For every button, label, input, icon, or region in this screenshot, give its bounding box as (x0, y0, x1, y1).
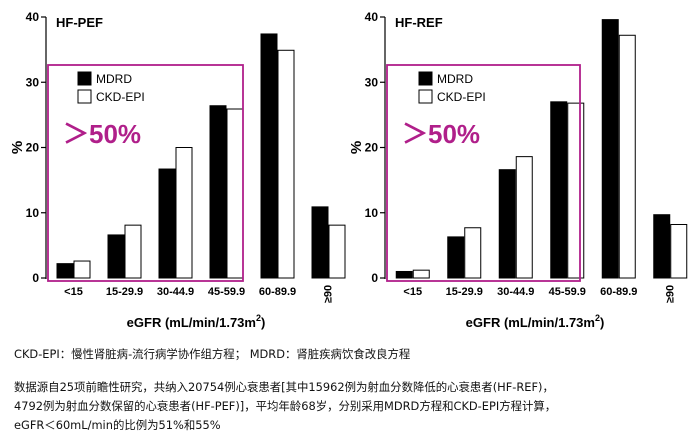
description-line-2: 4792例为射血分数保留的心衰患者(HF-PEF)]，平均年龄68岁，分别采用M… (14, 399, 557, 413)
x-tick-label: 45-59.9 (549, 286, 586, 298)
legend-swatch-ckd-epi (418, 89, 433, 104)
legend-swatch-mdrd (418, 71, 433, 86)
highlight-label: ＞50% (63, 119, 141, 149)
abbreviation-note: CKD-EPI：慢性肾脏病-流行病学协作组方程； MDRD：肾脏疾病饮食改良方程 (14, 347, 411, 361)
description-line-1: 数据源自25项前瞻性研究，共纳入20754例心衰患者[其中15962例为射血分数… (14, 380, 554, 394)
bar-ckd-epi-4 (567, 102, 585, 279)
legend-label-mdrd: MDRD (437, 72, 473, 86)
highlight-box (386, 64, 581, 282)
bar-mdrd-1 (395, 270, 413, 279)
y-tick-label: 10 (26, 206, 40, 220)
legend-swatch-ckd-epi (77, 89, 92, 104)
bar-ckd-epi-3 (175, 147, 193, 279)
y-tick-label: 30 (26, 75, 40, 89)
legend-label-ckd-epi: CKD-EPI (96, 90, 145, 104)
x-tick-label: 30-44.9 (157, 286, 194, 298)
x-tick-label: ≥90 (664, 285, 676, 303)
y-tick-label: 40 (365, 10, 379, 24)
x-tick-label: 15-29.9 (106, 286, 143, 298)
legend-swatch-mdrd (77, 71, 92, 86)
y-tick-label: 0 (371, 271, 378, 285)
bar-mdrd-5 (260, 33, 278, 279)
x-axis-label: eGFR (mL/min/1.73m2) (127, 313, 266, 330)
y-tick-label: 10 (365, 206, 379, 220)
bar-ckd-epi-4 (226, 108, 244, 279)
bar-mdrd-4 (550, 101, 568, 279)
chart-title: HF-REF (395, 15, 443, 30)
y-tick-label: 30 (365, 75, 379, 89)
highlight-label: ＞50% (402, 119, 480, 149)
bar-mdrd-2 (447, 236, 465, 279)
bar-mdrd-6 (653, 214, 671, 279)
y-tick-label: 40 (26, 10, 40, 24)
bar-ckd-epi-2 (124, 224, 142, 279)
y-tick-label: 20 (26, 141, 40, 155)
x-tick-label: <15 (403, 286, 422, 298)
x-tick-label: 60-89.9 (600, 286, 637, 298)
legend-label-mdrd: MDRD (96, 72, 132, 86)
chart-1: 0 10 20 30 40% HF-PEF <15 15-29.9 30-44.9 45-59.9… (9, 10, 346, 330)
bar-mdrd-1 (56, 263, 74, 279)
bar-mdrd-6 (311, 206, 329, 279)
bar-ckd-epi-5 (277, 49, 295, 279)
highlight-box (47, 64, 244, 282)
bar-mdrd-2 (107, 234, 125, 279)
bar-mdrd-3 (158, 168, 176, 279)
x-tick-label: 60-89.9 (259, 286, 296, 298)
legend-label-ckd-epi: CKD-EPI (437, 90, 486, 104)
x-tick-label: <15 (64, 286, 83, 298)
bar-ckd-epi-6 (670, 223, 688, 279)
study-description: 数据源自25项前瞻性研究，共纳入20754例心衰患者[其中15962例为射血分数… (14, 378, 556, 435)
bar-mdrd-5 (601, 19, 619, 279)
chart-2: 0 10 20 30 40% HF-REF <15 15-29.9 30-44.9 45-59.9… (348, 10, 688, 330)
bar-ckd-epi-2 (464, 227, 482, 279)
x-tick-label: 30-44.9 (497, 286, 534, 298)
y-axis-label: % (9, 141, 26, 154)
x-tick-label: 15-29.9 (446, 286, 483, 298)
y-tick-label: 20 (365, 141, 379, 155)
description-line-3: eGFR＜60mL/min的比例为51%和55% (14, 418, 221, 432)
x-axis-label: eGFR (mL/min/1.73m2) (466, 313, 605, 330)
bar-mdrd-3 (498, 169, 516, 279)
bar-ckd-epi-1 (73, 260, 91, 279)
bar-ckd-epi-1 (412, 269, 430, 279)
bar-ckd-epi-5 (618, 34, 636, 279)
x-tick-label: 45-59.9 (208, 286, 245, 298)
chart-title: HF-PEF (56, 15, 103, 30)
y-axis-label: % (348, 141, 365, 154)
x-tick-label: ≥90 (323, 285, 335, 303)
bar-ckd-epi-3 (515, 156, 533, 279)
y-tick-label: 0 (32, 271, 39, 285)
bar-mdrd-4 (209, 105, 227, 279)
bar-ckd-epi-6 (328, 224, 346, 279)
